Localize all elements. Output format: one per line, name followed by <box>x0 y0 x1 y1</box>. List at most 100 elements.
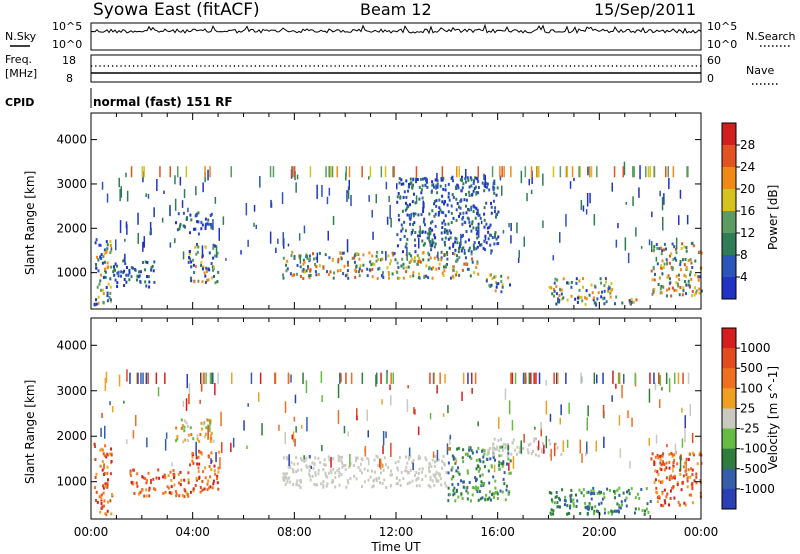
scatter-cell <box>116 281 119 285</box>
scatter-streak <box>655 434 658 444</box>
freq-tick-bottom: 8 <box>66 72 73 85</box>
scatter-cell <box>110 265 113 269</box>
scatter-cell <box>418 484 421 488</box>
scatter-cell <box>590 283 593 287</box>
scatter-cell <box>182 440 185 444</box>
scatter-cell <box>106 261 109 265</box>
scatter-cell <box>405 455 407 459</box>
scatter-cell <box>346 273 349 277</box>
scatter-cell <box>660 285 663 288</box>
scatter-band <box>203 372 205 384</box>
scatter-cell <box>496 492 499 496</box>
scatter-cell <box>195 213 198 217</box>
scatter-cell <box>489 223 492 227</box>
scatter-cell <box>478 490 481 493</box>
scatter-cell <box>433 484 436 487</box>
scatter-cell <box>446 203 449 207</box>
scatter-cell <box>387 465 390 469</box>
scatter-cell <box>302 268 305 271</box>
scatter-cell <box>169 470 172 474</box>
scatter-cell <box>454 248 457 252</box>
scatter-cell <box>102 484 104 488</box>
scatter-cell <box>111 493 113 496</box>
scatter-band <box>491 166 494 178</box>
scatter-cell <box>129 473 132 477</box>
scatter-cell <box>550 286 553 290</box>
scatter-streak <box>181 200 184 208</box>
scatter-cell <box>477 191 480 195</box>
scatter-cell <box>120 274 122 278</box>
scatter-cell <box>652 290 655 294</box>
scatter-cell <box>480 243 483 247</box>
scatter-streak <box>278 424 280 431</box>
scatter-band <box>653 166 655 178</box>
scatter-cell <box>473 271 476 275</box>
scatter-cell <box>413 192 415 196</box>
scatter-streak <box>200 379 203 392</box>
scatter-cell <box>471 451 474 455</box>
scatter-cell <box>207 267 210 271</box>
scatter-cell <box>421 478 424 482</box>
scatter-cell <box>195 476 198 480</box>
scatter-cell <box>210 459 213 463</box>
scatter-cell <box>418 467 421 471</box>
scatter-cell <box>406 237 409 241</box>
scatter-cell <box>146 261 149 264</box>
scatter-streak <box>269 231 272 244</box>
scatter-cell <box>109 452 112 456</box>
scatter-cell <box>177 212 180 216</box>
scatter-streak <box>501 185 503 196</box>
scatter-cell <box>473 241 476 245</box>
scatter-streak <box>444 183 447 188</box>
scatter-cell <box>359 264 362 268</box>
scatter-cell <box>197 220 200 224</box>
scatter-cell <box>414 231 417 234</box>
scatter-cell <box>214 254 216 258</box>
scatter-band <box>429 372 431 384</box>
scatter-streak <box>253 204 256 212</box>
scatter-cell <box>110 460 113 463</box>
scatter-streak <box>379 458 382 470</box>
scatter-cell <box>605 300 608 304</box>
scatter-cell <box>613 509 616 513</box>
scatter-cell <box>618 503 621 507</box>
scatter-band <box>331 166 334 178</box>
scatter-cell <box>687 279 690 283</box>
scatter-streak <box>366 409 368 422</box>
scatter-streak <box>332 216 335 225</box>
scatter-streak <box>586 441 588 454</box>
scatter-cell <box>653 461 656 465</box>
scatter-cell <box>129 469 132 473</box>
scatter-band <box>522 372 525 384</box>
scatter-cell <box>559 498 561 502</box>
scatter-band <box>672 166 675 178</box>
scatter-cell <box>607 287 610 291</box>
scatter-cell <box>318 251 321 255</box>
scatter-cell <box>576 499 579 503</box>
scatter-cell <box>102 275 105 279</box>
scatter-cell <box>566 281 569 285</box>
scatter-streak <box>321 445 323 452</box>
scatter-cell <box>289 480 292 484</box>
scatter-cell <box>677 284 680 288</box>
scatter-cell <box>371 485 374 489</box>
scatter-cell <box>100 253 103 257</box>
scatter-cell <box>685 473 688 477</box>
scatter-streak <box>328 187 331 196</box>
scatter-streak <box>568 402 570 414</box>
scatter-cell <box>361 485 364 488</box>
scatter-band <box>390 372 392 384</box>
scatter-cell <box>107 478 109 482</box>
scatter-cell <box>366 469 369 473</box>
scatter-cell <box>106 299 109 303</box>
scatter-cell <box>441 271 444 275</box>
scatter-cell <box>607 285 610 289</box>
scatter-cell <box>381 250 384 254</box>
scatter-streak <box>327 230 329 241</box>
scatter-cell <box>399 238 402 241</box>
scatter-cell <box>607 511 610 515</box>
scatter-cell <box>483 482 486 486</box>
sky-noise-strip: N.Sky 10^5 10^0 10^5 10^0 N.Search <box>5 20 796 51</box>
scatter-cell <box>600 501 603 505</box>
scatter-cell <box>455 218 458 222</box>
